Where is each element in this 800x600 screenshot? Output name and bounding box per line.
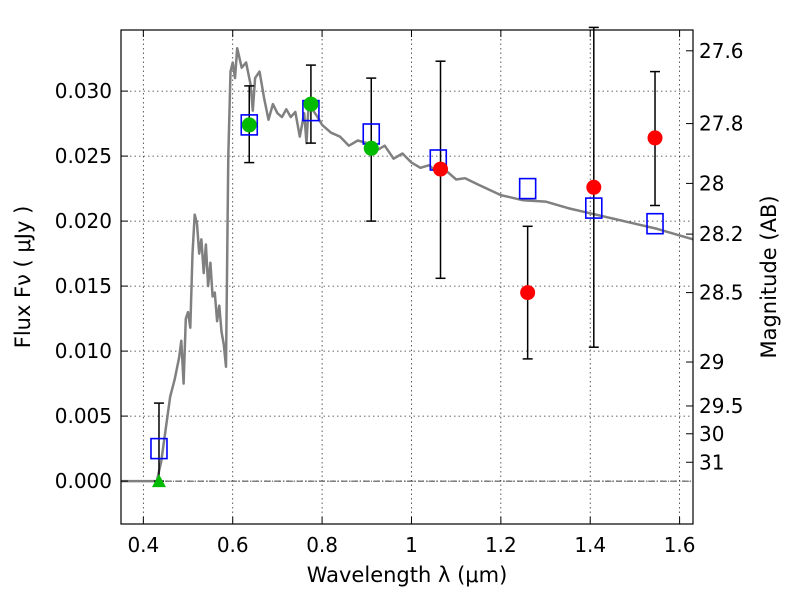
x-tick-label: 1 (405, 533, 418, 557)
model-photometry-square (584, 197, 603, 219)
plot-frame (120, 29, 694, 525)
right-axis-title: Magnitude (AB) (757, 195, 781, 358)
red-observed-point (520, 285, 536, 301)
red-observed-point (647, 130, 663, 146)
x-tick-label: 0.8 (306, 533, 338, 557)
y-tick-label: 0.000 (55, 469, 112, 493)
model-point-layer (150, 99, 664, 460)
y-axis: 0.000 0.005 0.010 0.015 0.020 0.025 0.030 (55, 79, 128, 493)
y-tick-label: 0.020 (55, 209, 112, 233)
right-tick-label: 28 (699, 171, 724, 195)
observed-point-layer (151, 96, 663, 488)
y-tick-label: 0.010 (55, 339, 112, 363)
right-tick-label: 27.6 (699, 39, 744, 63)
y-axis-title: Flux Fν ( μJy ) (11, 206, 35, 349)
model-photometry-square (240, 114, 259, 136)
green-observed-point (363, 140, 379, 156)
model-photometry-square (518, 177, 537, 200)
grid (121, 30, 693, 524)
red-observed-point (586, 179, 602, 195)
right-tick-label: 29.5 (699, 394, 744, 418)
y-tick-label: 0.015 (55, 274, 112, 298)
model-photometry-square (150, 437, 168, 460)
y-tick-label: 0.005 (55, 404, 112, 428)
red-observed-point (433, 161, 449, 177)
x-tick-label: 1.2 (485, 533, 517, 557)
right-tick-label: 30 (699, 422, 724, 446)
green-observed-point (303, 96, 319, 112)
green-observed-point (241, 117, 257, 133)
right-tick-label: 31 (699, 450, 724, 474)
x-tick-label: 0.4 (127, 533, 159, 557)
x-tick-label: 1.4 (574, 533, 606, 557)
right-tick-label: 28.2 (699, 222, 744, 246)
x-tick-label: 1.6 (664, 533, 696, 557)
x-axis-title: Wavelength λ (μm) (307, 563, 508, 587)
right-axis: 27.6 27.8 28 28.2 28.5 29 29.5 30 31 (686, 39, 744, 474)
right-tick-label: 29 (699, 350, 724, 374)
y-tick-label: 0.030 (55, 79, 112, 103)
right-tick-label: 28.5 (699, 281, 744, 305)
x-axis: 0.4 0.6 0.8 1 1.2 1.4 1.6 (127, 30, 696, 557)
right-tick-label: 27.8 (699, 112, 744, 136)
upper-limit-triangle (151, 474, 166, 488)
model-photometry-square (646, 212, 664, 235)
x-tick-label: 0.6 (217, 533, 249, 557)
y-tick-label: 0.025 (55, 144, 112, 168)
